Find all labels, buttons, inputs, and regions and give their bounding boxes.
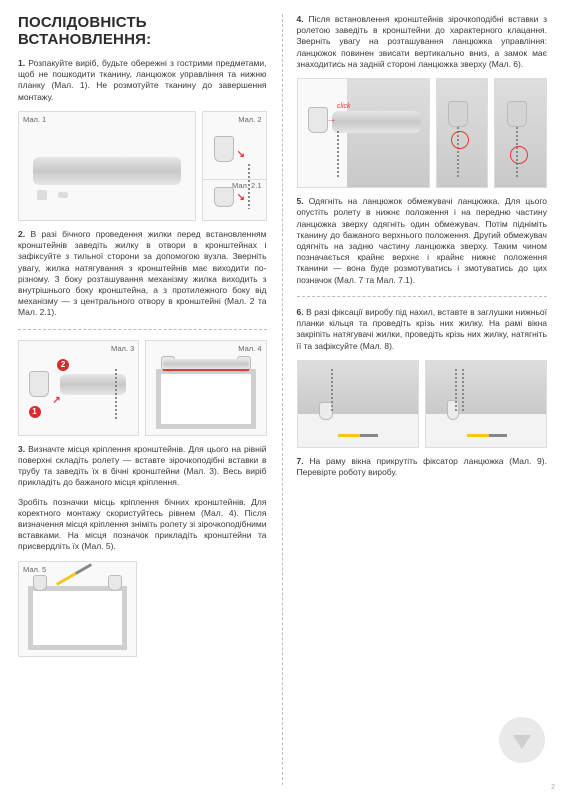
figure-3: Мал. 3 2 1 ↗	[18, 340, 139, 436]
fig-2-1-label: Мал. 2.1	[232, 181, 261, 190]
fig-3-label: Мал. 3	[111, 344, 134, 353]
level-line-icon	[163, 369, 249, 371]
badge-1: 1	[29, 406, 41, 418]
subfig-divider	[203, 179, 266, 180]
step-1-num: 1.	[18, 58, 25, 68]
figure-8: Мал. 8	[297, 360, 419, 448]
step-2-body: В разі бічного проведення жилки перед вс…	[18, 229, 267, 318]
figure-9: Мал. 9	[425, 360, 547, 448]
screwdriver-icon	[56, 563, 92, 586]
chain-icon	[455, 369, 457, 410]
step-2-text: 2. В разі бічного проведення жилки перед…	[18, 229, 267, 319]
fig-row-4: Мал. 6 click → Мал. 7 Мал. 7.1	[297, 78, 548, 188]
figure-7: Мал. 7	[436, 78, 489, 188]
part-icon	[58, 192, 68, 198]
step-5-num: 5.	[297, 196, 304, 206]
window-frame-icon	[28, 586, 127, 650]
fig-5-label: Мал. 5	[23, 565, 46, 574]
figure-2: Мал. 2 ↘ Мал. 2.1 ↘	[202, 111, 267, 221]
right-column: 4. Після встановлення кронштейнів зірочк…	[283, 0, 565, 799]
chain-icon	[115, 369, 117, 421]
click-label: click	[337, 103, 351, 110]
panel-gray-icon	[495, 79, 546, 187]
step-5-body: Одягніть на ланцюжок обмежувачі ланцюжка…	[297, 196, 548, 285]
figure-5: Мал. 5	[18, 561, 137, 657]
screwdriver-icon	[338, 434, 378, 437]
step-4-body: Після встановлення кронштейнів зірочкопо…	[297, 14, 548, 69]
red-circle-icon	[510, 146, 528, 164]
panel-gray-icon	[347, 79, 428, 187]
figure-1: Мал. 1	[18, 111, 196, 221]
part-icon	[37, 190, 47, 200]
step-3-text-a: 3. Визначте місця кріплення кронштейнів.…	[18, 444, 267, 489]
bracket-icon	[214, 187, 234, 207]
dashed-divider	[297, 296, 548, 297]
fig-row-2: Мал. 3 2 1 ↗ Мал. 4	[18, 340, 267, 436]
step-6-text: 6. В разі фіксації виробу під нахил, вст…	[297, 307, 548, 352]
line-icon	[331, 369, 333, 412]
watermark-download-icon	[499, 717, 545, 763]
panel-gray-icon	[426, 361, 546, 414]
badge-2: 2	[57, 359, 69, 371]
fig-2-label: Мал. 2	[238, 115, 261, 124]
bracket-icon	[214, 136, 234, 162]
step-3-num: 3.	[18, 444, 25, 454]
fig-row-3: Мал. 5	[18, 561, 267, 657]
page: ПОСЛІДОВНІСТЬ ВСТАНОВЛЕННЯ: 1. Розпакуйт…	[0, 0, 565, 799]
chain-holder-icon	[447, 400, 459, 420]
step-6-num: 6.	[297, 307, 304, 317]
red-circle-icon	[451, 131, 469, 149]
step-4-num: 4.	[297, 14, 304, 24]
step-6-body: В разі фіксації виробу під нахил, вставт…	[297, 307, 548, 351]
fig-row-1: Мал. 1 Мал. 2 ↘ Мал. 2.1 ↘	[18, 111, 267, 221]
bracket-icon	[29, 371, 49, 397]
bracket-icon	[108, 575, 122, 591]
step-7-body: На раму вікна прикрутіть фіксатор ланцюж…	[297, 456, 547, 477]
step-2-num: 2.	[18, 229, 25, 239]
bracket-icon	[33, 575, 47, 591]
figure-6: Мал. 6 click →	[297, 78, 430, 188]
step-1-body: Розпакуйте виріб, будьте обережні з гост…	[18, 58, 267, 102]
arrow-red-icon: ↘	[237, 192, 245, 203]
step-1-text: 1. Розпакуйте виріб, будьте обережні з г…	[18, 58, 267, 103]
chain-icon	[462, 369, 464, 410]
arrow-red-icon: ↘	[237, 149, 245, 160]
dashed-divider	[18, 329, 267, 330]
fig-4-label: Мал. 4	[238, 344, 261, 353]
step-3-text-b: Зробіть позначки місць кріплення бічних …	[18, 497, 267, 553]
figure-4: Мал. 4	[145, 340, 266, 436]
page-title: ПОСЛІДОВНІСТЬ ВСТАНОВЛЕННЯ:	[18, 14, 267, 48]
left-column: ПОСЛІДОВНІСТЬ ВСТАНОВЛЕННЯ: 1. Розпакуйт…	[0, 0, 283, 799]
figure-7-1: Мал. 7.1	[494, 78, 547, 188]
step-7-num: 7.	[297, 456, 304, 466]
screwdriver-icon	[467, 434, 507, 437]
arrow-red-icon: →	[326, 114, 336, 125]
step-7-text: 7. На раму вікна прикрутіть фіксатор лан…	[297, 456, 548, 478]
roller-icon	[163, 359, 249, 368]
step-4-text: 4. Після встановлення кронштейнів зірочк…	[297, 14, 548, 70]
chain-icon	[337, 131, 339, 179]
fig-1-label: Мал. 1	[23, 115, 46, 124]
step-3-body-a: Визначте місця кріплення кронштейнів. Дл…	[18, 444, 267, 488]
frame-bottom-icon	[298, 414, 418, 447]
page-number: 2	[551, 784, 555, 791]
panel-gray-icon	[298, 361, 418, 414]
roller-icon	[332, 111, 421, 133]
frame-bottom-icon	[426, 414, 546, 447]
window-frame-icon	[156, 369, 256, 429]
roller-icon	[33, 157, 181, 185]
bracket-icon	[448, 101, 468, 127]
fig-row-5: Мал. 8 Мал. 9	[297, 360, 548, 448]
bracket-icon	[308, 107, 328, 133]
step-5-text: 5. Одягніть на ланцюжок обмежувачі ланцю…	[297, 196, 548, 286]
arrow-red-icon: ↗	[52, 395, 60, 406]
bracket-icon	[507, 101, 527, 127]
